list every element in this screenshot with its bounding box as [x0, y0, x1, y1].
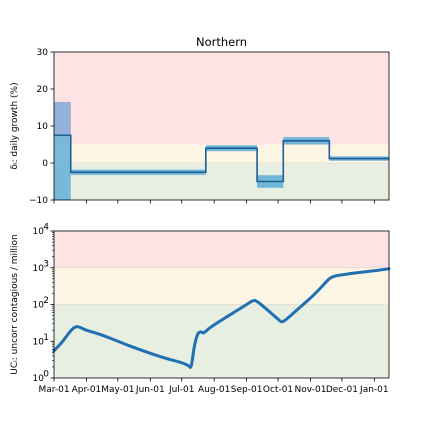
y-tick-label: 30	[37, 48, 49, 58]
y-tick-exponent: 2	[43, 296, 49, 306]
y-tick-label: 20	[37, 85, 49, 95]
zone-band	[54, 144, 389, 163]
y-tick-exponent: 3	[43, 259, 49, 269]
zone-band	[54, 163, 389, 200]
contagious-y-axis-label: UCᵢ: uncorr contagious / million	[10, 234, 20, 374]
y-tick-label: 0	[42, 159, 48, 169]
uncertainty-band	[54, 101, 71, 136]
zone-band	[54, 304, 389, 378]
uncertainty-band	[54, 135, 71, 200]
x-tick-label: Sep-01	[231, 385, 263, 395]
y-tick-label: 10	[33, 301, 45, 311]
x-tick-label: Oct-01	[263, 385, 293, 395]
x-tick-label: Dec-01	[326, 385, 358, 395]
growth-y-axis-label: δᵢ: daily growth (%)	[10, 82, 20, 169]
x-tick-label: Nov-01	[294, 385, 326, 395]
growth-step-line	[54, 134, 389, 183]
y-tick-label: −10	[29, 196, 48, 206]
y-tick-exponent: 0	[43, 370, 49, 380]
x-tick-label: Jul-01	[168, 385, 195, 395]
y-tick-label: 10	[37, 122, 49, 132]
zone-band	[54, 267, 389, 305]
contagious-curve	[52, 267, 391, 369]
y-tick-label: 10	[33, 227, 45, 237]
x-tick-label: May-01	[101, 385, 134, 395]
y-tick-label: 10	[33, 264, 45, 274]
zone-band	[54, 52, 389, 145]
x-tick-label: Apr-01	[72, 385, 102, 395]
zone-band	[54, 231, 389, 268]
y-tick-exponent: 1	[43, 333, 49, 343]
y-tick-label: 10	[33, 337, 45, 347]
y-tick-label: 10	[33, 374, 45, 384]
y-tick-exponent: 4	[43, 223, 49, 233]
growth-panel: −10 0 10 20 30 Northern δᵢ: daily growth (%)	[10, 35, 390, 206]
x-tick-label: Aug-01	[198, 385, 230, 395]
x-tick-label: Mar-01	[38, 385, 69, 395]
x-tick-label: Jun-01	[135, 385, 165, 395]
chart-title: Northern	[196, 35, 247, 49]
x-tick-label: Jan-01	[359, 385, 389, 395]
